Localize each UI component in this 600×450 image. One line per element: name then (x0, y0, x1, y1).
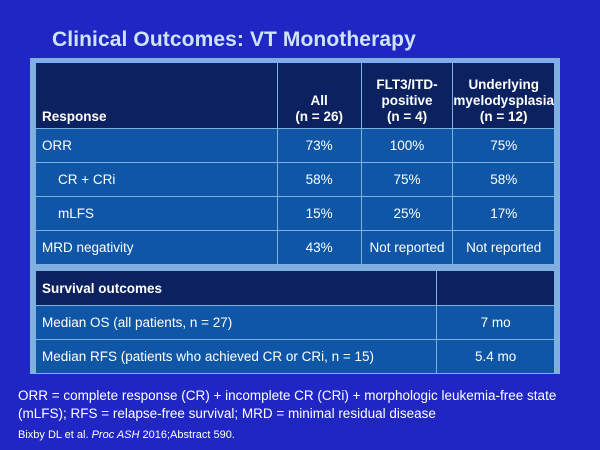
header-myelo-line2: myelodysplasia (453, 93, 554, 108)
table-row: Median RFS (patients who achieved CR or … (34, 339, 555, 374)
response-table: Response All (n = 26) FLT3/ITD- positive… (35, 62, 555, 265)
abbreviations-footnote: ORR = complete response (CR) + incomplet… (18, 388, 557, 421)
cell-all: 43% (276, 230, 362, 265)
row-label: ORR (35, 128, 278, 163)
citation-rest: 2016;Abstract 590. (139, 429, 235, 441)
row-label: mLFS (35, 196, 278, 231)
table-row: ORR 73% 100% 75% (35, 128, 555, 163)
header-response-label: Response (42, 109, 107, 124)
header-myelo-line1: Underlying (468, 77, 539, 92)
cell-value: 5.4 mo (436, 339, 555, 374)
row-label: MRD negativity (35, 230, 278, 265)
table-row: Median OS (all patients, n = 27) 7 mo (34, 305, 555, 340)
survival-table-header-row: Survival outcomes (34, 270, 555, 306)
table-row: CR + CRi 58% 75% 58% (35, 162, 555, 197)
cell-value: 7 mo (436, 305, 555, 340)
survival-table: Survival outcomes Median OS (all patient… (34, 270, 555, 374)
header-flt3-line3: (n = 4) (386, 109, 428, 124)
citation-authors: Bixby DL et al. (18, 429, 92, 441)
survival-header-value (436, 270, 555, 306)
header-flt3: FLT3/ITD- positive (n = 4) (360, 62, 454, 129)
cell-myelodysplasia: 17% (452, 196, 555, 231)
cell-flt3: 25% (360, 196, 454, 231)
citation-journal: Proc ASH (91, 429, 140, 441)
cell-myelodysplasia: 75% (452, 128, 555, 163)
citation: Bixby DL et al. Proc ASH 2016;Abstract 5… (18, 429, 235, 441)
cell-all: 15% (276, 196, 362, 231)
cell-flt3: 75% (360, 162, 454, 197)
response-table-header-row: Response All (n = 26) FLT3/ITD- positive… (35, 62, 555, 129)
table-row: mLFS 15% 25% 17% (35, 196, 555, 231)
header-myelodysplasia: Underlying myelodysplasia (n = 12) (452, 62, 555, 129)
header-flt3-line1: FLT3/ITD- (376, 77, 438, 92)
survival-header: Survival outcomes (34, 270, 438, 306)
cell-myelodysplasia: Not reported (452, 230, 555, 265)
cell-flt3: 100% (360, 128, 454, 163)
cell-myelodysplasia: 58% (452, 162, 555, 197)
cell-all: 73% (276, 128, 362, 163)
header-all-line2: (n = 26) (295, 109, 343, 124)
cell-flt3: Not reported (360, 230, 454, 265)
header-myelo-line3: (n = 12) (479, 109, 528, 124)
row-label: CR + CRi (35, 162, 278, 197)
header-all-line1: All (310, 93, 328, 108)
table-row: MRD negativity 43% Not reported Not repo… (35, 230, 555, 265)
header-all: All (n = 26) (276, 62, 362, 129)
header-flt3-line2: positive (381, 93, 433, 108)
slide-title: Clinical Outcomes: VT Monotherapy (52, 28, 416, 51)
row-label: Median RFS (patients who achieved CR or … (34, 339, 438, 374)
header-response: Response (35, 62, 278, 129)
cell-all: 58% (276, 162, 362, 197)
row-label: Median OS (all patients, n = 27) (34, 305, 438, 340)
